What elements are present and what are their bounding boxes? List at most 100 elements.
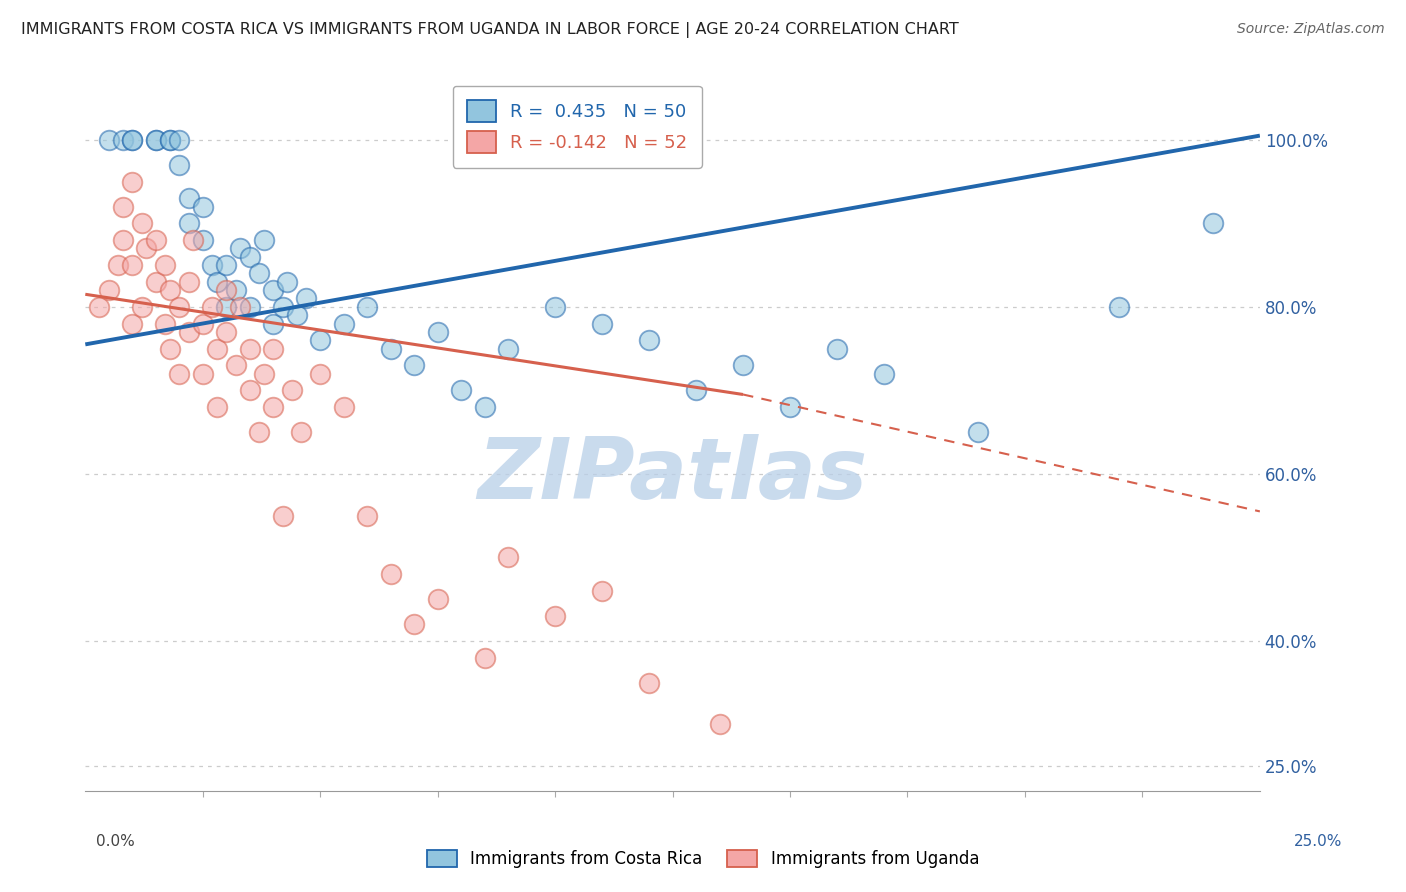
Point [779, 400, 801, 414]
Point [205, 342, 228, 356]
Point [145, 275, 167, 289]
Point [591, 317, 613, 331]
Point [290, 425, 312, 439]
Point [177, 275, 200, 289]
Point [177, 191, 200, 205]
Point [153, 258, 176, 272]
Point [404, 358, 426, 372]
Point [225, 283, 247, 297]
Point [239, 300, 262, 314]
Point [89, 300, 111, 314]
Point [145, 133, 167, 147]
Point [215, 283, 238, 297]
Point [271, 300, 294, 314]
Point [380, 567, 402, 582]
Text: ZIPatlas: ZIPatlas [478, 434, 868, 516]
Point [159, 133, 181, 147]
Point [247, 425, 270, 439]
Point [177, 216, 200, 230]
Point [332, 317, 354, 331]
Point [247, 267, 270, 281]
Point [215, 258, 238, 272]
Point [121, 133, 143, 147]
Point [205, 275, 228, 289]
Point [107, 258, 129, 272]
Point [239, 250, 262, 264]
Point [215, 300, 238, 314]
Point [225, 358, 247, 372]
Point [262, 400, 284, 414]
Point [474, 650, 496, 665]
Legend: R =  0.435   N = 50, R = -0.142   N = 52: R = 0.435 N = 50, R = -0.142 N = 52 [453, 86, 702, 168]
Point [474, 400, 496, 414]
Point [159, 283, 181, 297]
Point [229, 241, 252, 255]
Point [135, 241, 157, 255]
Point [380, 342, 402, 356]
Point [121, 133, 143, 147]
Point [229, 300, 252, 314]
Point [111, 200, 134, 214]
Point [873, 367, 896, 381]
Text: Source: ZipAtlas.com: Source: ZipAtlas.com [1237, 22, 1385, 37]
Point [544, 300, 567, 314]
Point [169, 133, 191, 147]
Point [404, 617, 426, 632]
Point [309, 333, 332, 347]
Point [191, 200, 214, 214]
Point [111, 133, 134, 147]
Point [215, 325, 238, 339]
Point [638, 333, 661, 347]
Point [169, 158, 191, 172]
Point [201, 300, 224, 314]
Text: 25.0%: 25.0% [1295, 834, 1343, 849]
Point [309, 367, 332, 381]
Point [591, 583, 613, 598]
Point [111, 233, 134, 247]
Point [638, 675, 661, 690]
Point [356, 300, 378, 314]
Point [496, 342, 519, 356]
Point [332, 400, 354, 414]
Point [201, 258, 224, 272]
Point [1108, 300, 1130, 314]
Point [97, 283, 120, 297]
Point [276, 275, 298, 289]
Point [271, 508, 294, 523]
Text: 0.0%: 0.0% [96, 834, 135, 849]
Point [131, 216, 153, 230]
Point [205, 400, 228, 414]
Point [145, 133, 167, 147]
Point [1202, 216, 1225, 230]
Point [145, 233, 167, 247]
Point [496, 550, 519, 565]
Point [169, 367, 191, 381]
Point [450, 384, 472, 398]
Point [295, 292, 318, 306]
Point [191, 233, 214, 247]
Point [177, 325, 200, 339]
Point [169, 300, 191, 314]
Point [183, 233, 205, 247]
Point [685, 384, 707, 398]
Point [262, 283, 284, 297]
Text: IMMIGRANTS FROM COSTA RICA VS IMMIGRANTS FROM UGANDA IN LABOR FORCE | AGE 20-24 : IMMIGRANTS FROM COSTA RICA VS IMMIGRANTS… [21, 22, 959, 38]
Point [191, 367, 214, 381]
Point [709, 717, 731, 731]
Point [253, 233, 276, 247]
Point [262, 342, 284, 356]
Point [356, 508, 378, 523]
Point [285, 308, 308, 322]
Point [967, 425, 990, 439]
Point [121, 258, 143, 272]
Point [191, 317, 214, 331]
Point [159, 342, 181, 356]
Point [131, 300, 153, 314]
Point [544, 608, 567, 623]
Point [121, 317, 143, 331]
Point [426, 592, 449, 607]
Point [121, 175, 143, 189]
Point [239, 384, 262, 398]
Point [239, 342, 262, 356]
Point [159, 133, 181, 147]
